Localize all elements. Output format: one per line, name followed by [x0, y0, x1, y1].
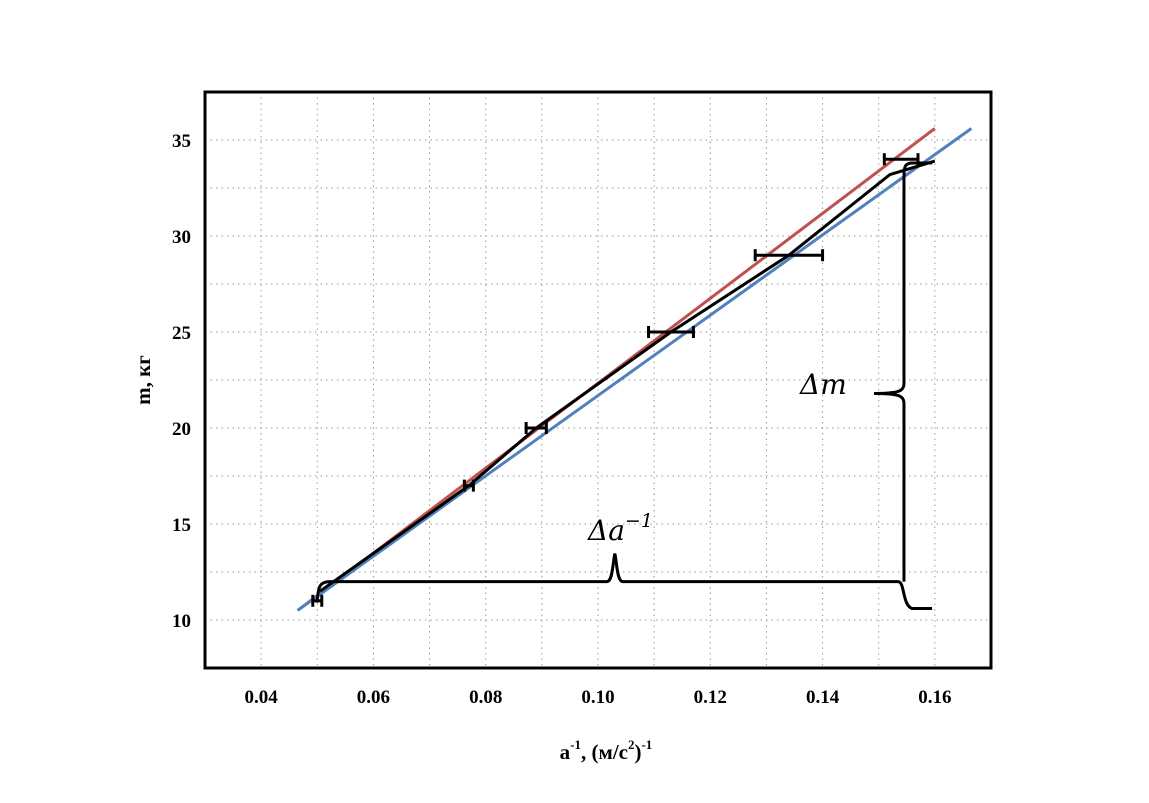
x-axis-label: a-1, (м/с2)-1 [560, 737, 653, 764]
data-point [524, 422, 548, 434]
x-tick-label: 0.12 [694, 687, 727, 708]
data-point [647, 326, 695, 338]
grid-lines [204, 92, 991, 668]
delta-m-brace [873, 161, 933, 582]
y-axis-label: m, кг [131, 355, 155, 405]
data-point [462, 479, 475, 492]
x-tick-label: 0.06 [357, 687, 390, 708]
y-tick-label: 30 [172, 227, 191, 248]
y-tick-label: 10 [172, 611, 191, 632]
y-tick-label: 25 [172, 323, 191, 344]
delta-a-brace [315, 553, 933, 610]
y-tick-label: 15 [172, 515, 191, 536]
x-tick-label: 0.04 [245, 687, 279, 708]
fit-line-blue [296, 127, 973, 612]
tick-labels: 0.04 0.06 0.08 0.10 0.12 0.14 0.16 10 15 20 25 30 35 [172, 131, 951, 708]
plot-frame [203, 90, 993, 670]
delta-a-label: Δa−1 [587, 510, 653, 547]
y-tick-label: 20 [172, 419, 191, 440]
data-point [753, 249, 825, 262]
x-tick-label: 0.16 [918, 687, 951, 708]
x-tick-label: 0.08 [469, 687, 502, 708]
x-tick-label: 0.14 [806, 687, 840, 708]
y-tick-label: 35 [172, 131, 191, 152]
x-tick-label: 0.10 [581, 687, 614, 708]
delta-m-label: Δm [799, 368, 847, 401]
annotation-layer [315, 161, 933, 610]
data-points-layer [311, 153, 920, 607]
series-layer [296, 127, 973, 612]
